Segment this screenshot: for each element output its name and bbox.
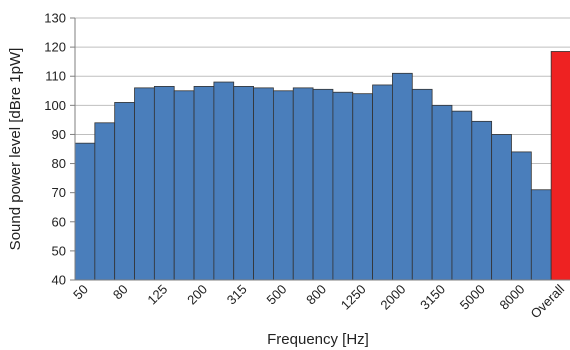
bar-overall (550, 51, 570, 281)
bar-125 (153, 86, 175, 281)
x-axis-title: Frequency [Hz] (267, 331, 369, 348)
y-tick-labels: 40 50 60 70 80 90 100 110 120 130 (44, 11, 66, 288)
y-tick-label: 90 (52, 127, 66, 142)
x-tick-label: 125 (144, 282, 170, 308)
bar-630 (292, 87, 314, 281)
x-tick-label: 500 (263, 282, 289, 308)
x-tick-label: 5000 (457, 282, 488, 313)
y-tick-label: 100 (44, 98, 66, 113)
y-tick-label: 40 (52, 273, 66, 288)
bar-6300 (491, 134, 512, 281)
bar-80 (114, 102, 135, 281)
bar-500 (272, 90, 294, 281)
bar-1600 (372, 84, 393, 281)
x-tick-labels: 50 80 125 200 315 500 800 1250 2000 3150 5000 8000 O… (70, 281, 567, 321)
bar-2500 (411, 88, 433, 281)
bar-250 (213, 81, 235, 281)
bar-4000 (451, 110, 473, 281)
bar-63 (94, 122, 116, 281)
y-axis-title: Sound power level [dBre 1pW] (7, 48, 24, 251)
y-tick-label: 80 (52, 156, 66, 171)
bar-10000 (530, 189, 552, 281)
x-tick-label: 315 (224, 282, 250, 308)
bar-1000 (332, 91, 354, 281)
y-tick-label: 70 (52, 185, 66, 200)
axes (70, 17, 570, 281)
x-tick-label: 8000 (496, 282, 527, 313)
x-tick-label: 3150 (417, 282, 448, 313)
x-tick-label: 50 (70, 282, 91, 303)
x-tick-label: 800 (303, 282, 329, 308)
bar-1250 (352, 93, 374, 281)
bar-100 (134, 87, 155, 281)
bar-200 (193, 86, 215, 281)
bar-400 (253, 87, 274, 281)
bar-5000 (471, 120, 493, 281)
y-tick-label: 50 (52, 243, 66, 258)
bar-50 (74, 142, 96, 281)
x-tick-label: 1250 (338, 282, 369, 313)
x-tick-label: 200 (184, 282, 210, 308)
bar-8000 (511, 151, 532, 281)
y-tick-label: 110 (45, 69, 66, 84)
y-tick-label: 120 (44, 40, 66, 55)
x-tick-label: Overall (527, 281, 567, 321)
bar-315 (233, 86, 254, 281)
x-tick-label: 2000 (377, 282, 408, 313)
bar-160 (173, 90, 195, 281)
y-tick-label: 60 (52, 214, 66, 229)
x-tick-label: 80 (110, 282, 131, 303)
bars (74, 51, 570, 281)
bar-2000 (392, 72, 413, 281)
bar-800 (312, 88, 334, 281)
y-tick-label: 130 (44, 11, 66, 26)
bar-3150 (431, 104, 453, 281)
